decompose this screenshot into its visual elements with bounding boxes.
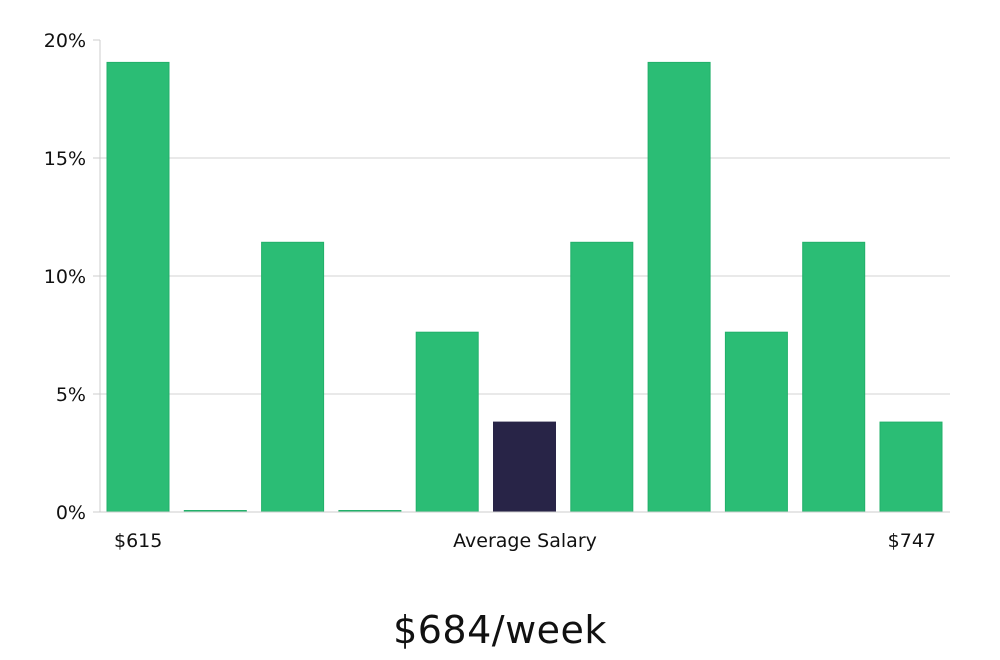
y-tick-label: 15% <box>44 148 86 170</box>
bar <box>106 61 170 513</box>
x-max-label: $747 <box>888 530 936 552</box>
axes <box>93 39 950 513</box>
y-tick-labels: 0% 5% 10% 15% 20% <box>44 30 86 524</box>
bar <box>724 331 788 513</box>
bar <box>570 241 634 513</box>
bar <box>647 61 711 513</box>
y-tick-label: 10% <box>44 266 86 288</box>
x-axis-title: Average Salary <box>453 530 597 552</box>
y-tick-label: 5% <box>56 384 86 406</box>
bar <box>879 421 943 513</box>
bars <box>106 61 943 513</box>
bar <box>261 241 325 513</box>
bar <box>802 241 866 513</box>
x-min-label: $615 <box>114 530 162 552</box>
bar <box>415 331 479 513</box>
y-tick-label: 20% <box>44 30 86 52</box>
bar-highlighted <box>493 421 556 513</box>
average-salary-caption: $684/week <box>393 608 607 652</box>
y-tick-label: 0% <box>56 502 86 524</box>
salary-histogram-chart: 0% 5% 10% 15% 20% $615 Average Salary $747 <box>44 30 950 552</box>
